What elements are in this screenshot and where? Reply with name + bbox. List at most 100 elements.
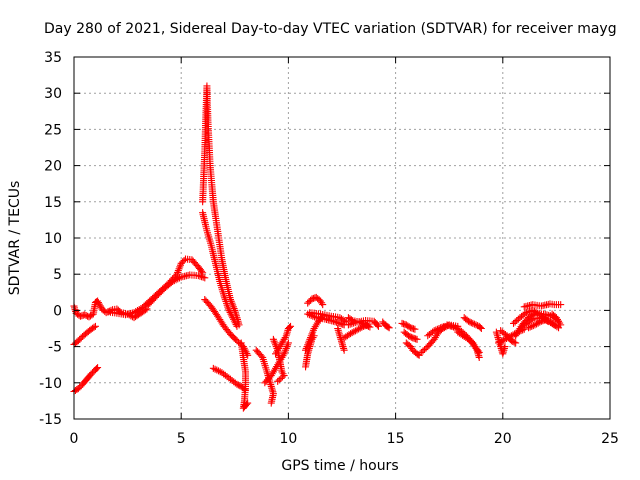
y-tick-label: -15: [39, 412, 62, 428]
series-arc-hour19: [454, 328, 483, 356]
data-point: [472, 321, 480, 329]
data-point: [96, 302, 104, 310]
data-point: [280, 372, 288, 380]
data-point: [433, 325, 441, 333]
series-arc-hour10-low: [261, 339, 292, 387]
data-point: [557, 301, 565, 309]
data-point: [384, 323, 392, 331]
y-tick-label: 5: [53, 267, 62, 283]
data-point: [105, 307, 113, 315]
data-point: [511, 318, 519, 326]
data-point: [527, 316, 535, 324]
data-point: [476, 323, 484, 331]
series-arc-spike-lower: [199, 209, 241, 330]
series-arc-early-low: [70, 364, 102, 395]
y-axis-label: SDTVAR / TECUs: [7, 181, 23, 296]
data-point: [243, 400, 251, 408]
data-point: [232, 321, 240, 329]
data-point: [513, 317, 521, 325]
series-arc-hour13-c: [344, 314, 374, 331]
data-point: [180, 256, 188, 264]
series-arc-hour22: [510, 306, 558, 329]
data-point: [242, 348, 250, 356]
series-arc-hour14: [379, 318, 393, 332]
series-arc-hour18-b: [460, 314, 485, 332]
data-point: [451, 324, 459, 332]
data-point: [421, 345, 429, 353]
data-point: [215, 367, 223, 375]
series-arc-hour16: [398, 319, 419, 333]
data-point: [474, 347, 482, 355]
series-arc-hour10: [272, 322, 295, 358]
y-tick-label: 20: [44, 159, 62, 175]
data-point: [373, 321, 381, 329]
data-point: [90, 323, 98, 331]
y-tick-label: -10: [39, 376, 62, 392]
data-point: [287, 322, 295, 330]
data-point: [91, 322, 99, 330]
x-axis-tick-labels: 0 5 10 15 20 25: [70, 431, 619, 447]
data-point: [225, 307, 233, 315]
data-point: [233, 322, 241, 330]
data-point: [274, 377, 282, 385]
chart-title: Day 280 of 2021, Sidereal Day-to-day VTE…: [44, 21, 617, 37]
data-point: [360, 320, 368, 328]
series-arc-steep-low: [237, 339, 252, 412]
data-point: [528, 322, 536, 330]
data-point: [477, 325, 485, 332]
series-arc-hour12: [306, 309, 350, 326]
data-point: [94, 364, 102, 372]
data-point: [467, 319, 475, 327]
x-tick-label: 20: [494, 431, 512, 447]
data-point: [236, 340, 244, 348]
data-point: [267, 399, 275, 407]
data-point: [347, 316, 355, 324]
data-point: [366, 323, 374, 331]
y-tick-label: -5: [48, 340, 62, 356]
data-point: [213, 366, 221, 374]
y-tick-label: 0: [53, 303, 62, 319]
data-point: [453, 325, 461, 332]
data-point: [529, 322, 537, 330]
data-point: [435, 325, 443, 332]
data-point: [170, 277, 178, 285]
x-tick-label: 0: [70, 431, 79, 447]
data-point: [93, 365, 101, 373]
x-tick-label: 5: [177, 431, 186, 447]
data-point: [470, 320, 478, 328]
x-tick-label: 15: [387, 431, 405, 447]
data-point: [449, 323, 457, 331]
grid-lines: [74, 57, 610, 419]
data-point: [284, 339, 292, 347]
data-point: [95, 300, 103, 308]
series-arc-early-zero: [70, 297, 151, 322]
data-point: [557, 321, 565, 329]
series-arc-hour9-a: [252, 346, 277, 407]
data-point: [512, 339, 520, 347]
data-point: [244, 399, 252, 407]
data-point: [430, 327, 438, 335]
data-point: [358, 319, 366, 327]
data-point: [209, 364, 217, 372]
x-tick-label: 10: [279, 431, 297, 447]
y-tick-label: 10: [44, 231, 62, 247]
data-point: [211, 365, 219, 373]
series-arc-hour22-b: [525, 316, 563, 332]
series-arc-morning-rise-2: [143, 271, 209, 310]
data-point: [510, 338, 518, 346]
data-point: [233, 337, 241, 345]
y-tick-label: 30: [44, 86, 62, 102]
data-point: [175, 274, 183, 282]
data-point: [201, 274, 209, 282]
data-point: [364, 322, 372, 330]
data-point: [229, 314, 237, 322]
data-point: [417, 348, 425, 356]
data-point: [413, 335, 421, 343]
data-point: [285, 323, 293, 331]
data-point: [224, 305, 232, 313]
data-point: [279, 373, 287, 381]
data-point: [357, 319, 365, 327]
series-arc-hour11-steep: [302, 332, 318, 371]
data-point: [419, 347, 427, 355]
